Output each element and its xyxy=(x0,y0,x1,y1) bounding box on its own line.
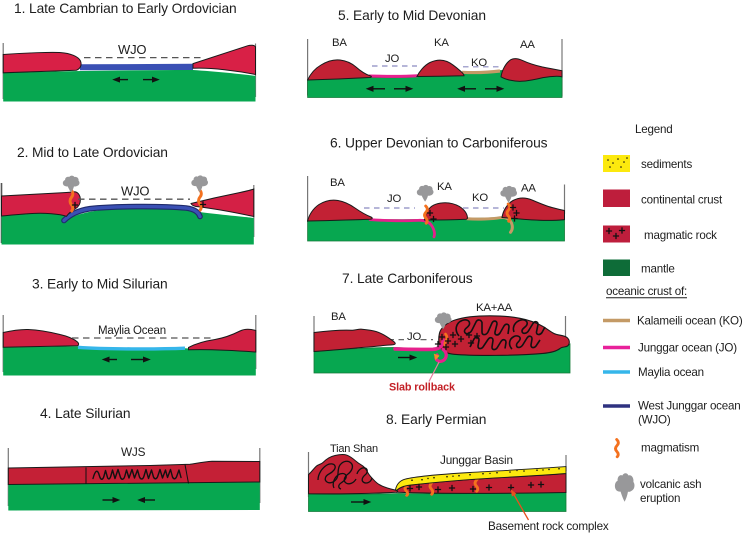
svg-text:mantle: mantle xyxy=(641,263,675,276)
svg-text:magmatism: magmatism xyxy=(641,442,699,455)
svg-text:Junggar Basin: Junggar Basin xyxy=(440,453,513,467)
svg-text:West Junggar ocean: West Junggar ocean xyxy=(638,400,741,413)
svg-text:AA: AA xyxy=(521,183,536,195)
svg-text:KO: KO xyxy=(472,192,488,204)
svg-text:Tian Shan: Tian Shan xyxy=(330,443,378,455)
svg-text:WJO: WJO xyxy=(118,42,146,57)
svg-text:Maylia Ocean: Maylia Ocean xyxy=(98,325,166,337)
svg-text:JO: JO xyxy=(387,193,401,205)
svg-text:4. Late Silurian: 4. Late Silurian xyxy=(40,406,130,421)
svg-text:sediments: sediments xyxy=(641,158,692,171)
svg-text:WJS: WJS xyxy=(121,445,146,459)
svg-text:BA: BA xyxy=(332,37,347,49)
svg-text:WJO: WJO xyxy=(121,184,149,199)
svg-text:AA: AA xyxy=(520,39,535,51)
svg-text:KA: KA xyxy=(434,37,449,49)
svg-text:eruption: eruption xyxy=(640,492,680,505)
svg-text:magmatic rock: magmatic rock xyxy=(644,229,717,242)
svg-text:continental crust: continental crust xyxy=(641,194,723,207)
svg-text:BA: BA xyxy=(330,177,345,189)
svg-text:Maylia ocean: Maylia ocean xyxy=(638,366,704,379)
svg-text:Basement rock complex: Basement rock complex xyxy=(488,520,609,533)
svg-text:8. Early Permian: 8. Early Permian xyxy=(386,412,486,427)
svg-text:3. Early to Mid Silurian: 3. Early to Mid Silurian xyxy=(32,277,168,292)
svg-text:5. Early to Mid Devonian: 5. Early to Mid Devonian xyxy=(338,8,486,23)
svg-text:KA: KA xyxy=(437,181,452,193)
svg-text:volcanic ash: volcanic ash xyxy=(640,478,701,491)
svg-text:oceanic crust of:: oceanic crust of: xyxy=(606,285,687,298)
svg-text:(WJO): (WJO) xyxy=(638,414,671,427)
svg-text:7. Late Carboniferous: 7. Late Carboniferous xyxy=(342,271,473,286)
svg-text:BA: BA xyxy=(331,311,346,323)
svg-text:2. Mid to Late Ordovician: 2. Mid to Late Ordovician xyxy=(17,145,168,160)
svg-text:1. Late Cambrian to Early Ordo: 1. Late Cambrian to Early Ordovician xyxy=(14,1,237,16)
svg-text:6. Upper Devonian to Carbonife: 6. Upper Devonian to Carboniferous xyxy=(330,136,548,151)
svg-text:Kalameili ocean (KO): Kalameili ocean (KO) xyxy=(637,315,742,328)
svg-text:JO: JO xyxy=(407,331,421,343)
svg-text:Legend: Legend xyxy=(635,123,673,136)
svg-text:Junggar ocean (JO): Junggar ocean (JO) xyxy=(638,342,737,355)
svg-text:Slab rollback: Slab rollback xyxy=(389,382,456,394)
svg-text:JO: JO xyxy=(385,53,399,65)
svg-text:KO: KO xyxy=(471,57,487,69)
svg-text:KA+AA: KA+AA xyxy=(476,302,513,314)
